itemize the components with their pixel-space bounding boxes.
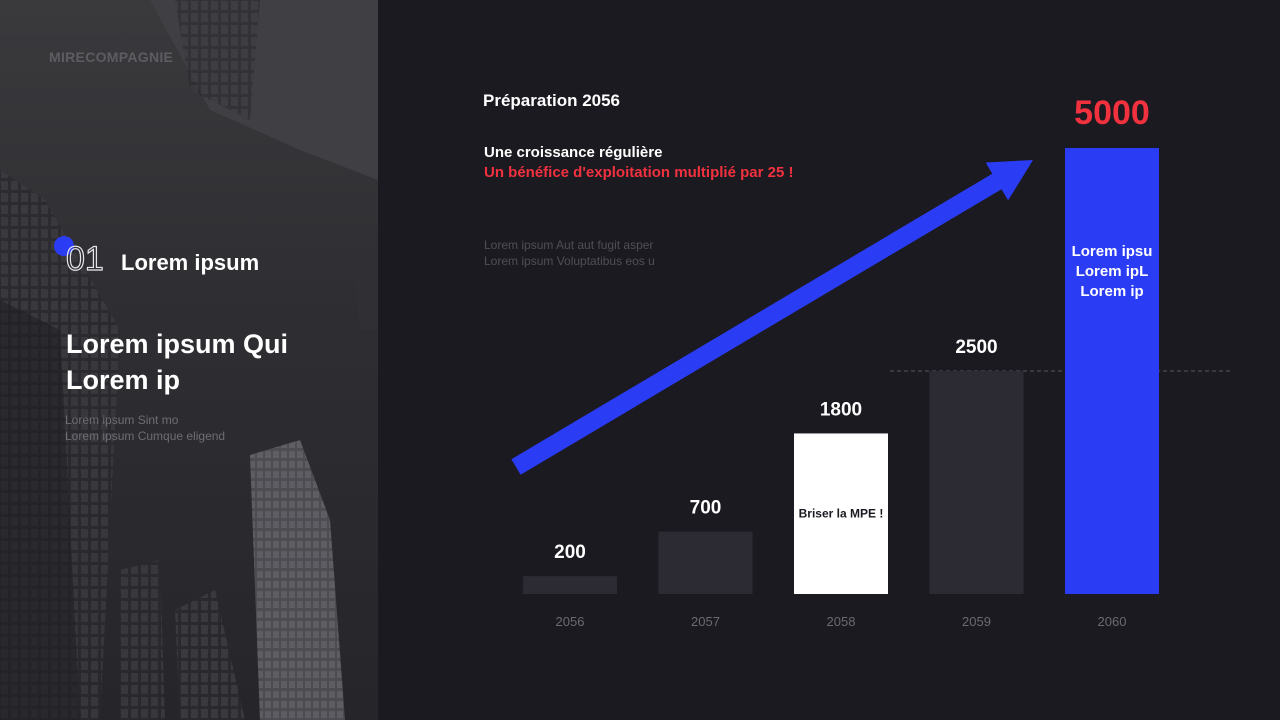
bar-2060 — [1065, 148, 1159, 594]
chart-title: Préparation 2056 — [483, 91, 621, 110]
bar-text-2060-1: Lorem ipL — [1076, 263, 1149, 280]
value-label-2060: 5000 — [1074, 94, 1150, 132]
left-subtext-line-1: Lorem ipsum Sint mo — [65, 413, 179, 427]
section-number: 01 — [65, 239, 104, 278]
growth-red-text: Un bénéfice d'exploitation multiplié par… — [484, 164, 794, 181]
growth-white-text: Une croissance régulière — [484, 144, 663, 161]
bar-2057 — [658, 531, 753, 594]
growth-statement: Une croissance régulière Un bénéfice d'e… — [484, 143, 814, 183]
section-title: Lorem ipsum — [121, 250, 260, 275]
background-photo-panel: MIRECOMPAGNIE 01 Lorem ipsum Lorem ipsum… — [0, 0, 378, 720]
description-line-2: Lorem ipsum Voluptatibus eos u — [484, 254, 655, 268]
left-subtext-line-2: Lorem ipsum Cumque eligend — [65, 429, 226, 443]
brand-logo-text: MIRECOMPAGNIE — [49, 49, 174, 65]
bar-text-2060-0: Lorem ipsu — [1072, 243, 1153, 260]
left-subtext: Lorem ipsum Sint mo Lorem ipsum Cumque e… — [65, 412, 225, 444]
bar-2059 — [929, 371, 1024, 594]
x-tick-2058: 2058 — [827, 614, 856, 629]
description-line-1: Lorem ipsum Aut aut fugit asper — [484, 238, 654, 252]
chart-description: Lorem ipsum Aut aut fugit asper Lorem ip… — [484, 237, 655, 269]
value-label-2059: 2500 — [955, 337, 997, 358]
bar-2058 — [794, 433, 888, 594]
headline: Lorem ipsum Qui Lorem ip — [66, 326, 366, 398]
value-label-2058: 1800 — [820, 399, 862, 420]
headline-line-2: Lorem ip — [66, 365, 181, 395]
x-tick-2056: 2056 — [556, 614, 585, 629]
x-tick-2059: 2059 — [962, 614, 991, 629]
bar-2056 — [523, 576, 617, 594]
x-tick-2057: 2057 — [691, 614, 720, 629]
bar-text-2060-2: Lorem ip — [1080, 283, 1143, 300]
section-bullet-dot — [54, 236, 74, 256]
headline-line-1: Lorem ipsum Qui — [66, 329, 289, 359]
bar-text-2058-0: Briser la MPE ! — [799, 507, 884, 521]
value-label-2056: 200 — [554, 542, 586, 563]
trend-arrow — [511, 160, 1033, 475]
value-label-2057: 700 — [690, 498, 722, 519]
x-tick-2060: 2060 — [1098, 614, 1127, 629]
skyscraper-photo — [0, 0, 378, 720]
